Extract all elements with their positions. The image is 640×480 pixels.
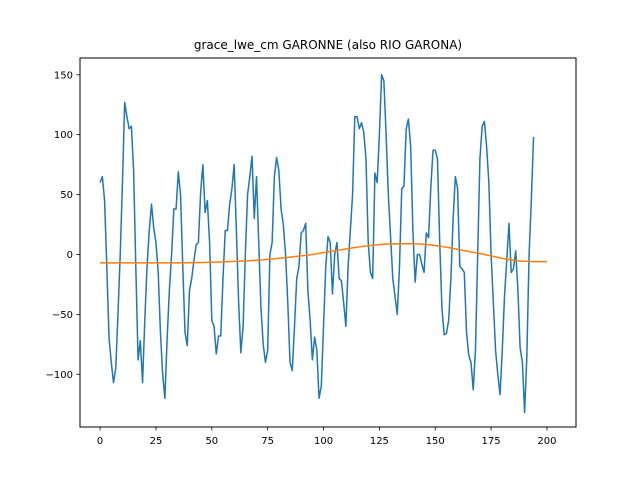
series-line-2: [100, 242, 547, 264]
y-tick-label: 0: [67, 250, 73, 261]
x-tick-label: 100: [314, 436, 333, 447]
y-axis: −100 −50 0 50 100 150: [46, 70, 80, 381]
x-tick-label: 125: [370, 436, 389, 447]
x-tick-label: 75: [261, 436, 274, 447]
series-layer: [99, 74, 547, 414]
x-tick-label: 200: [537, 436, 556, 447]
y-tick-label: −50: [52, 310, 73, 321]
y-tick-label: 50: [60, 190, 73, 201]
y-tick-label: −100: [46, 370, 73, 381]
plot-area: [79, 57, 577, 428]
x-tick-label: 25: [150, 436, 163, 447]
plot-frame: [79, 57, 577, 428]
chart-title: grace_lwe_cm GARONNE (also RIO GARONA): [194, 38, 462, 52]
x-tick-label: 0: [97, 436, 103, 447]
x-axis: 0 25 50 75 100 125 150 175 200: [97, 427, 557, 447]
y-tick-label: 150: [54, 70, 73, 81]
y-tick-label: 100: [54, 130, 73, 141]
x-tick-label: 150: [426, 436, 445, 447]
x-tick-label: 50: [205, 436, 218, 447]
x-tick-label: 175: [482, 436, 501, 447]
series-line-1: [99, 74, 535, 414]
